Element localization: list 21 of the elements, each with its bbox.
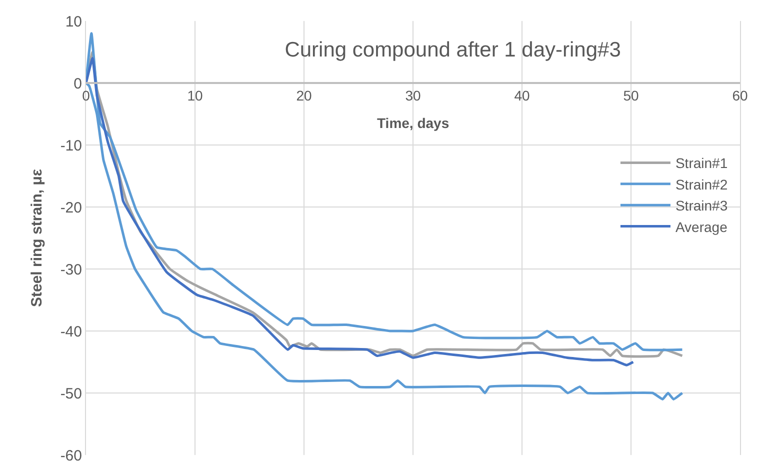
x-tick-label: 30 [405, 88, 421, 104]
x-tick-label: 40 [514, 88, 530, 104]
y-axis-title: Steel ring strain, με [28, 169, 46, 307]
x-tick-label: 50 [623, 88, 639, 104]
y-tick-label: -50 [60, 385, 82, 402]
y-tick-label: -60 [60, 447, 82, 464]
x-tick-label: 20 [296, 88, 312, 104]
legend-label: Strain#2 [675, 176, 728, 192]
y-tick-label: 0 [74, 75, 82, 92]
x-tick-label: 10 [187, 88, 203, 104]
x-axis-title: Time, days [377, 115, 450, 131]
y-tick-label: -20 [60, 199, 82, 216]
text: Curing compound after 1 day-ring#3 [284, 38, 621, 62]
y-tick-label: 10 [65, 13, 82, 30]
y-tick-label: -30 [60, 261, 82, 278]
legend-label: Strain#3 [675, 198, 728, 214]
legend-label: Average [675, 218, 728, 235]
y-tick-label: -10 [60, 137, 82, 154]
x-tick-label: 60 [732, 88, 748, 104]
y-tick-label: -40 [60, 323, 82, 340]
legend-label: Strain#1 [675, 155, 728, 172]
